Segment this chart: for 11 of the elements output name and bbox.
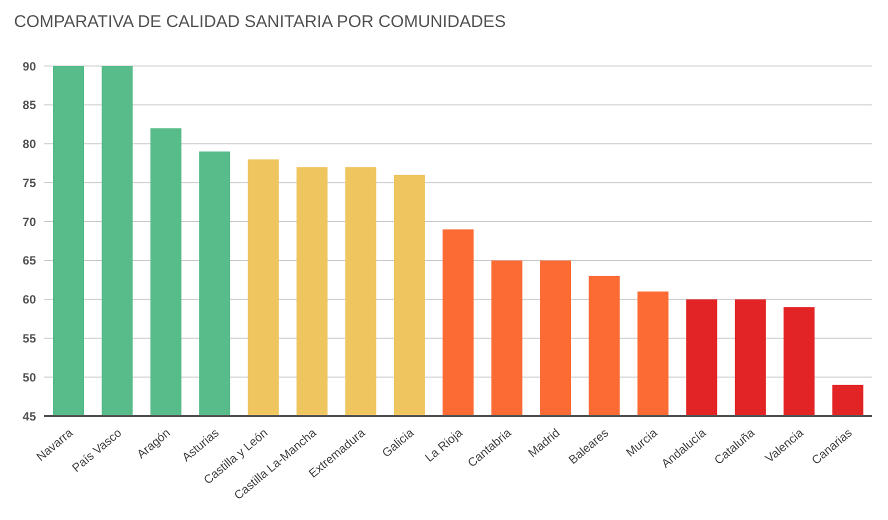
y-tick-label: 90 (22, 59, 36, 74)
y-tick-label: 55 (22, 331, 36, 346)
y-tick-label: 70 (22, 214, 36, 229)
y-tick-label: 85 (22, 98, 36, 112)
y-tick-label: 65 (22, 254, 36, 268)
y-tick-label: 80 (22, 137, 36, 152)
y-tick-label: 75 (22, 176, 36, 190)
y-tick-label: 50 (22, 370, 36, 384)
y-tick-label: 60 (22, 292, 36, 307)
chart-title: COMPARATIVA DE CALIDAD SANITARIA POR COMUNIDADES (13, 11, 507, 33)
y-tick-label: 45 (22, 409, 36, 424)
